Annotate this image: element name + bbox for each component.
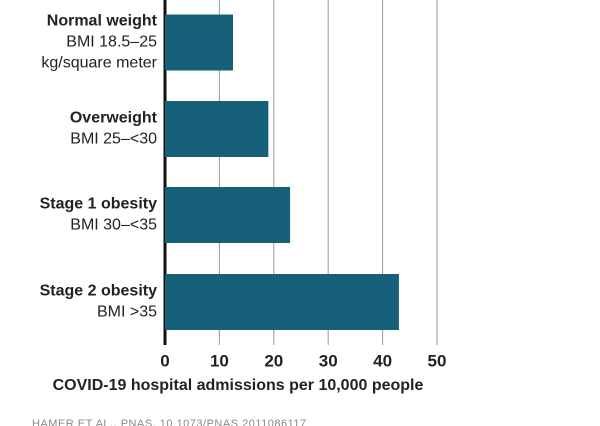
category-description: BMI 25–<30 bbox=[70, 131, 157, 148]
category-label: Stage 1 obesity bbox=[40, 196, 157, 213]
bar bbox=[165, 101, 269, 157]
bar bbox=[165, 187, 291, 243]
bar bbox=[165, 14, 233, 71]
source: HAMER ET AL., PNAS, 10.1073/PNAS.2011086… bbox=[32, 418, 307, 426]
x-tick-label: 30 bbox=[319, 351, 338, 370]
bar bbox=[165, 274, 399, 330]
category-description: kg/square meter bbox=[41, 55, 157, 72]
x-tick-label: 10 bbox=[210, 351, 229, 370]
category-description: BMI 18.5–25 bbox=[66, 34, 157, 51]
category-label: Overweight bbox=[70, 110, 158, 127]
category-description: BMI 30–<35 bbox=[70, 217, 157, 234]
category-description: BMI >35 bbox=[97, 304, 157, 321]
category-label: Stage 2 obesity bbox=[40, 283, 157, 300]
x-axis-label: COVID-19 hospital admissions per 10,000 … bbox=[53, 377, 424, 394]
x-tick-label: 50 bbox=[428, 351, 447, 370]
category-label: Normal weight bbox=[47, 13, 158, 30]
x-tick-label: 40 bbox=[373, 351, 392, 370]
x-tick-label: 20 bbox=[264, 351, 283, 370]
x-tick-label: 0 bbox=[160, 351, 169, 370]
